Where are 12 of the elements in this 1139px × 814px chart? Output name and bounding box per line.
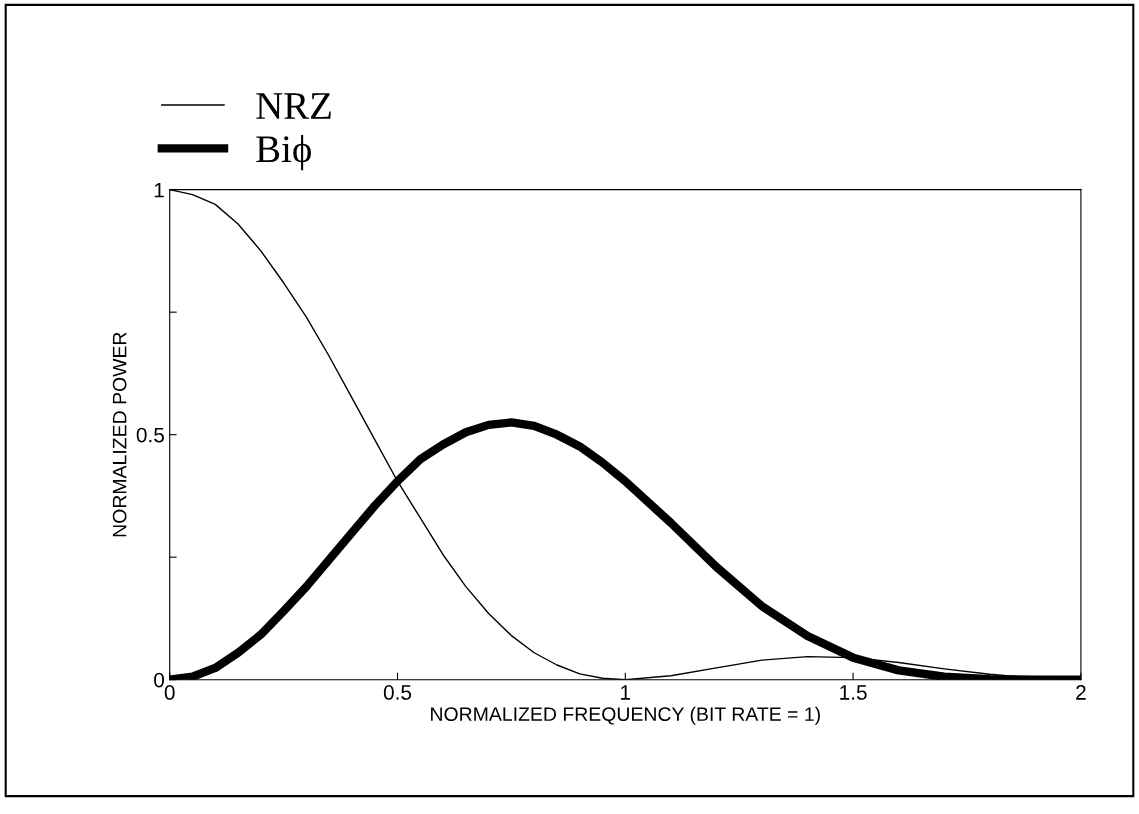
x-tick-label: 0 xyxy=(164,685,175,700)
x-tick-label: 1 xyxy=(621,685,631,700)
x-tick-label: 2 xyxy=(1076,685,1086,700)
y-tick-label: 0.5 xyxy=(136,427,164,443)
y-tick-label: 0 xyxy=(154,672,165,688)
y-axis-title: NORMALIZED POWER xyxy=(112,332,127,537)
x-tick-label: 0.5 xyxy=(383,685,412,700)
x-axis-title: NORMALIZED FREQUENCY (BIT RATE = 1) xyxy=(431,706,820,725)
y-tick-label: 1 xyxy=(154,182,164,198)
legend-label: NRZ xyxy=(256,93,331,119)
legend-label: Biϕ xyxy=(256,134,312,171)
x-tick-label: 1.5 xyxy=(840,685,867,700)
